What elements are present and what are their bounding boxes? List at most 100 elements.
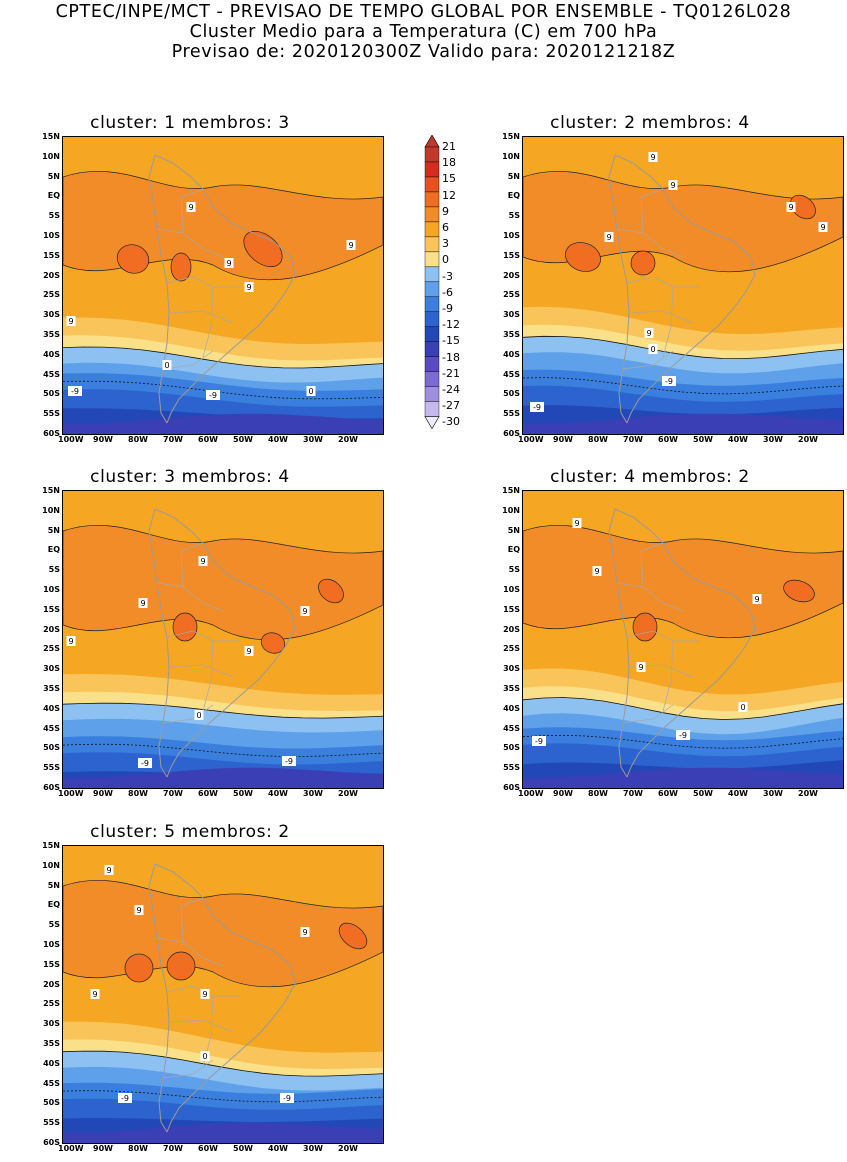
svg-text:-9: -9: [71, 387, 79, 396]
svg-text:9: 9: [594, 567, 599, 576]
lon-tick-label: 60W: [198, 435, 218, 444]
svg-text:9: 9: [246, 647, 251, 656]
hotspot-12: [124, 953, 154, 983]
coastline: [608, 508, 756, 778]
contour-label-9: 9: [244, 282, 254, 292]
hotspot-12: [243, 230, 283, 268]
contour-label-minus-9: -9: [282, 756, 296, 766]
svg-text:-9: -9: [533, 403, 541, 412]
contour-label-9: 9: [66, 636, 76, 646]
colorbar-label: -30: [442, 415, 460, 429]
svg-text:9: 9: [650, 153, 655, 162]
contour-label-minus-9: -9: [138, 758, 152, 768]
lat-tick-label: 40S: [503, 349, 520, 359]
band-minus-18: [523, 767, 843, 788]
lon-tick-label: 70W: [163, 789, 183, 798]
contour-minus-9: [523, 377, 843, 395]
lat-tick-label: EQ: [507, 191, 520, 201]
lat-tick-label: 15N: [502, 132, 520, 141]
contour-label-9: 9: [572, 518, 582, 528]
contour-minus-9: [523, 734, 843, 749]
coastline: [148, 863, 296, 1133]
colorbar-bottom-arrow: [424, 416, 440, 430]
lat-tick-label: 60S: [503, 429, 520, 438]
lon-tick-label: 80W: [128, 789, 148, 798]
contour-minus-9: [63, 1090, 383, 1103]
lat-tick-label: 40S: [43, 703, 60, 713]
svg-text:-9: -9: [283, 1094, 291, 1103]
lat-tick-label: 15N: [502, 486, 520, 495]
svg-text:9: 9: [200, 557, 205, 566]
svg-text:0: 0: [650, 345, 655, 354]
lat-tick-label: 15S: [503, 250, 520, 260]
svg-text:-9: -9: [121, 1094, 129, 1103]
lon-tick-label: 80W: [588, 435, 608, 444]
lon-tick-label: 100W: [58, 1144, 84, 1153]
contour-minus-9: [63, 380, 383, 400]
colorbar-legend: 21 18 15 12 9 6 3 0 -3 -6 -9 -12 -15 -18 -21 -24 -27 -30: [424, 135, 494, 440]
lat-tick-label: 10N: [42, 505, 60, 515]
lat-tick-label: 20S: [503, 270, 520, 280]
lon-tick-label: 20W: [338, 435, 358, 444]
colorbar-label: 15: [442, 172, 456, 186]
svg-text:9: 9: [246, 283, 251, 292]
panel-title: cluster: 5 membros: 2: [90, 822, 290, 842]
svg-text:0: 0: [308, 387, 313, 396]
lat-tick-label: 20S: [43, 624, 60, 634]
lat-tick-label: 5N: [507, 171, 520, 181]
lon-tick-label: 60W: [198, 1144, 218, 1153]
lat-tick-label: 5S: [48, 211, 60, 221]
contour-0: [523, 335, 843, 360]
hotspot-12: [116, 244, 150, 274]
lon-tick-label: 20W: [338, 789, 358, 798]
svg-text:9: 9: [92, 990, 97, 999]
coastline: [608, 154, 756, 424]
lat-tick-label: 15S: [43, 604, 60, 614]
contour-label-9: 9: [90, 989, 100, 999]
colorbar-swatch: [424, 326, 440, 342]
lon-tick-label: 40W: [268, 435, 288, 444]
lon-tick-label: 40W: [268, 789, 288, 798]
hotspot-12: [172, 612, 198, 642]
lat-tick-label: 15N: [42, 841, 60, 850]
lat-tick-label: 30S: [43, 664, 60, 674]
map-canvas: 9 9 9 9 0 -9 -9: [523, 491, 843, 788]
country-borders: [616, 542, 699, 724]
lon-tick-label: 20W: [798, 435, 818, 444]
lon-tick-label: 100W: [518, 435, 544, 444]
colorbar-label: -12: [442, 318, 460, 332]
lat-tick-label: 25S: [43, 290, 60, 300]
colorbar-label: 9: [442, 204, 449, 218]
contour-0: [63, 1050, 383, 1077]
hotspot-12: [565, 242, 601, 272]
lon-tick-label: 50W: [693, 435, 713, 444]
lat-tick-label: 25S: [503, 290, 520, 300]
colorbar-swatch: [424, 356, 440, 372]
band-minus-18: [63, 1122, 383, 1143]
lon-tick-label: 80W: [128, 1144, 148, 1153]
lat-tick-label: 25S: [43, 999, 60, 1009]
contour-label-minus-9: -9: [662, 376, 676, 386]
map-canvas: 9 9 9 9 9 0 0 -9 -9: [63, 137, 383, 434]
lat-tick-label: 25S: [43, 644, 60, 654]
lat-tick-label: 5S: [508, 565, 520, 575]
contour-label-0: 0: [738, 702, 748, 712]
map-canvas: 9 9 9 9 9 0 -9 -9: [63, 846, 383, 1143]
colorbar-label: 18: [442, 156, 456, 170]
band-9: [523, 524, 843, 639]
colorbar-label: -9: [442, 302, 453, 315]
lon-tick-label: 30W: [763, 435, 783, 444]
panel-title: cluster: 1 membros: 3: [90, 113, 290, 133]
lat-tick-label: 5S: [508, 211, 520, 221]
lon-tick-label: 30W: [303, 789, 323, 798]
colorbar-swatch: [424, 341, 440, 357]
lat-tick-label: 50S: [503, 743, 520, 753]
header-line-1: CPTEC/INPE/MCT - PREVISAO DE TEMPO GLOBA…: [55, 2, 792, 22]
svg-text:-9: -9: [285, 757, 293, 766]
contour-label-9: 9: [186, 202, 196, 212]
colorbar-swatch: [424, 251, 440, 268]
contour-label-9: 9: [818, 222, 828, 232]
lon-tick-label: 100W: [58, 789, 84, 798]
svg-text:9: 9: [106, 866, 111, 875]
band-minus-18: [523, 413, 843, 434]
